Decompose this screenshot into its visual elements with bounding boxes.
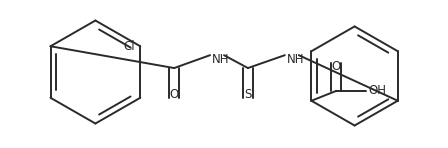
Text: NH: NH [212, 53, 229, 66]
Text: OH: OH [368, 84, 386, 97]
Text: Cl: Cl [124, 40, 135, 53]
Text: NH: NH [287, 53, 304, 66]
Text: S: S [244, 88, 252, 101]
Text: O: O [169, 88, 179, 101]
Text: O: O [332, 60, 341, 73]
